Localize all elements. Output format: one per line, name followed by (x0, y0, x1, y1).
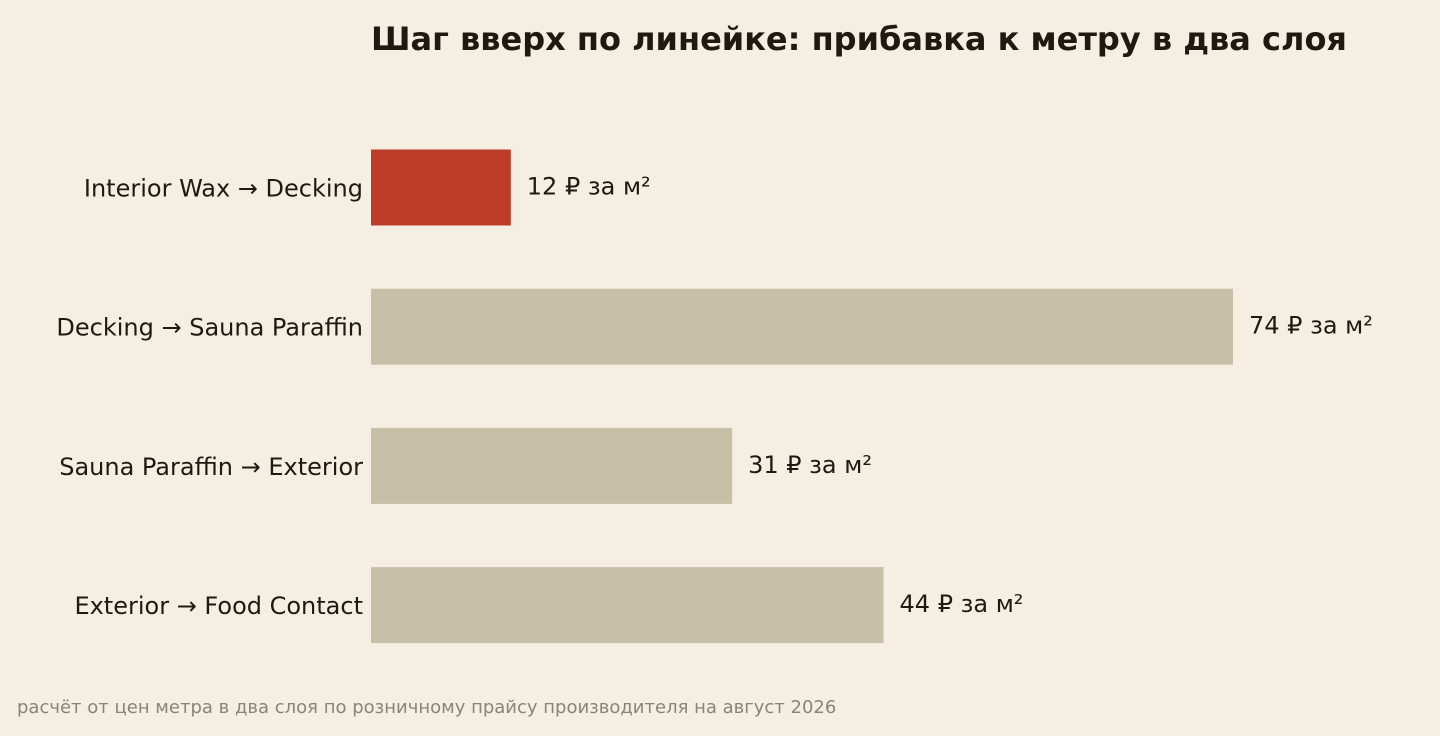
value-label-4: 44 ₽ за м² (900, 590, 1024, 618)
chart-footnote: расчёт от цен метра в два слоя по рознич… (17, 697, 837, 718)
bar-2 (371, 288, 1233, 365)
value-label-2: 74 ₽ за м² (1249, 312, 1373, 340)
bar-3 (371, 427, 733, 504)
value-label-1: 12 ₽ за м² (527, 173, 651, 201)
bar-1 (371, 149, 511, 226)
value-label-3: 31 ₽ за м² (748, 451, 872, 479)
category-label-4: Exterior → Food Contact (74, 592, 363, 620)
category-label-1: Interior Wax → Decking (84, 175, 363, 203)
category-label-2: Decking → Sauna Paraffin (56, 314, 363, 342)
category-label-3: Sauna Paraffin → Exterior (59, 453, 363, 481)
chart-title: Шаг вверх по линейке: прибавка к метру в… (371, 20, 1347, 58)
bar-4 (371, 567, 884, 644)
